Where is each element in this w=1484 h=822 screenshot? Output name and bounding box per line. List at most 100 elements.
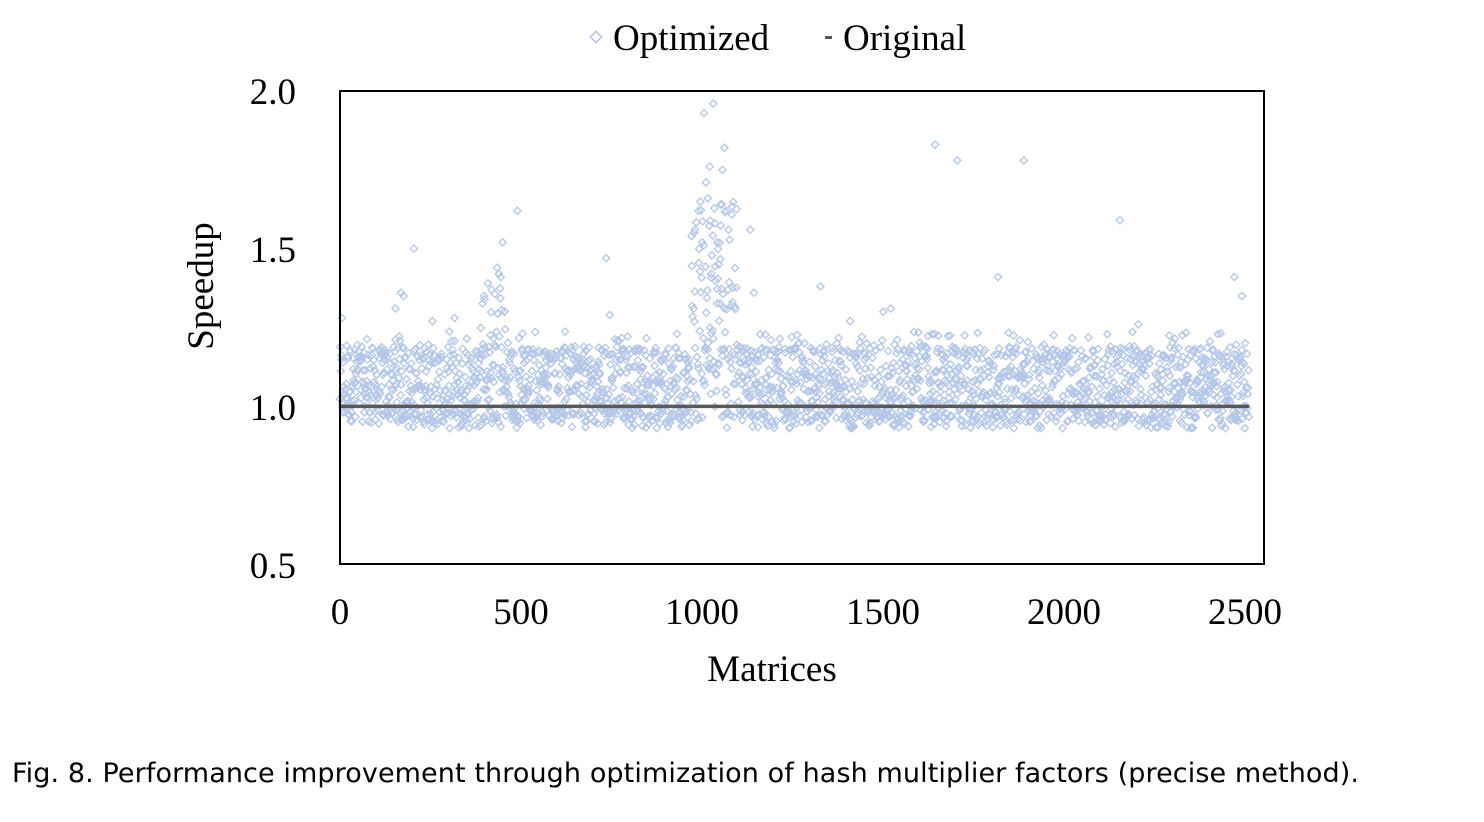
data-point bbox=[803, 371, 813, 381]
data-point bbox=[1024, 353, 1034, 364]
data-point bbox=[543, 380, 553, 390]
data-point bbox=[606, 414, 616, 424]
data-point bbox=[689, 304, 699, 314]
data-point bbox=[450, 336, 460, 346]
data-point bbox=[486, 307, 496, 317]
data-point bbox=[1207, 357, 1217, 367]
data-point bbox=[1241, 382, 1251, 392]
data-point bbox=[866, 363, 876, 373]
x-tick-label: 2000 bbox=[1027, 592, 1101, 633]
data-point bbox=[1120, 368, 1130, 378]
data-point bbox=[1167, 352, 1177, 362]
data-point bbox=[450, 313, 460, 323]
data-point bbox=[908, 386, 918, 396]
data-point bbox=[721, 206, 731, 216]
data-point bbox=[902, 374, 912, 384]
data-point bbox=[1111, 396, 1121, 406]
data-point bbox=[1213, 329, 1223, 339]
data-point bbox=[699, 380, 709, 390]
data-point bbox=[1066, 400, 1076, 410]
data-point bbox=[1006, 361, 1016, 371]
data-point bbox=[396, 390, 406, 400]
data-point bbox=[701, 177, 711, 187]
data-point bbox=[771, 358, 781, 368]
data-point bbox=[582, 416, 592, 426]
data-point bbox=[620, 412, 630, 423]
data-point bbox=[668, 361, 678, 372]
data-point bbox=[1022, 391, 1032, 401]
data-point bbox=[580, 422, 590, 432]
data-point bbox=[934, 408, 945, 418]
data-point bbox=[1147, 351, 1157, 361]
data-point bbox=[1173, 350, 1183, 360]
data-point bbox=[1177, 330, 1187, 340]
data-point bbox=[351, 412, 361, 422]
data-point bbox=[1228, 371, 1238, 381]
data-point bbox=[994, 387, 1004, 397]
legend-marker-original bbox=[825, 36, 832, 39]
data-point bbox=[436, 349, 446, 359]
data-point bbox=[935, 381, 945, 391]
data-point bbox=[1036, 342, 1047, 352]
data-point bbox=[806, 386, 816, 396]
data-point bbox=[789, 408, 799, 418]
data-point bbox=[679, 367, 689, 377]
data-point bbox=[729, 350, 739, 360]
data-point bbox=[364, 416, 374, 427]
data-point bbox=[434, 367, 444, 377]
data-point bbox=[899, 409, 909, 420]
data-point bbox=[387, 370, 397, 380]
data-point bbox=[637, 362, 647, 372]
data-point bbox=[441, 408, 451, 418]
data-point bbox=[541, 355, 551, 365]
data-point bbox=[341, 379, 351, 389]
data-point bbox=[1020, 359, 1030, 369]
data-point bbox=[1005, 406, 1015, 416]
data-point bbox=[1027, 344, 1037, 354]
data-point bbox=[521, 372, 531, 382]
data-point bbox=[1118, 350, 1128, 360]
data-point bbox=[769, 423, 779, 433]
data-point bbox=[732, 345, 742, 355]
data-point bbox=[805, 357, 815, 367]
data-point bbox=[1243, 389, 1253, 399]
data-point bbox=[720, 327, 730, 337]
data-point bbox=[957, 421, 967, 431]
data-point bbox=[1196, 367, 1206, 377]
data-point bbox=[619, 344, 629, 354]
data-point bbox=[748, 408, 758, 418]
data-point bbox=[630, 362, 640, 372]
data-point bbox=[906, 341, 916, 351]
data-point bbox=[851, 358, 861, 368]
data-point bbox=[1199, 400, 1210, 410]
data-point bbox=[1116, 390, 1126, 400]
data-point bbox=[690, 225, 700, 235]
data-point bbox=[1019, 155, 1029, 165]
data-point bbox=[593, 357, 603, 367]
data-point bbox=[786, 385, 796, 395]
data-point bbox=[1164, 383, 1174, 393]
data-point bbox=[524, 386, 534, 396]
data-point bbox=[1195, 387, 1205, 397]
data-point bbox=[857, 332, 867, 342]
data-point bbox=[477, 350, 487, 360]
data-point bbox=[721, 390, 731, 400]
data-point bbox=[686, 231, 697, 241]
data-point bbox=[761, 372, 772, 382]
data-point bbox=[469, 380, 479, 390]
data-point bbox=[605, 310, 615, 320]
data-point bbox=[836, 357, 846, 367]
data-point bbox=[704, 364, 714, 374]
data-point bbox=[752, 411, 762, 421]
data-point bbox=[803, 417, 813, 427]
data-point bbox=[693, 206, 704, 216]
data-point bbox=[465, 414, 475, 424]
data-point bbox=[941, 416, 952, 426]
data-point bbox=[638, 413, 648, 423]
data-point bbox=[641, 333, 651, 343]
data-point bbox=[1161, 421, 1171, 431]
data-point bbox=[1231, 340, 1241, 350]
data-point bbox=[923, 331, 933, 341]
data-point bbox=[439, 400, 449, 410]
data-point bbox=[492, 263, 502, 273]
